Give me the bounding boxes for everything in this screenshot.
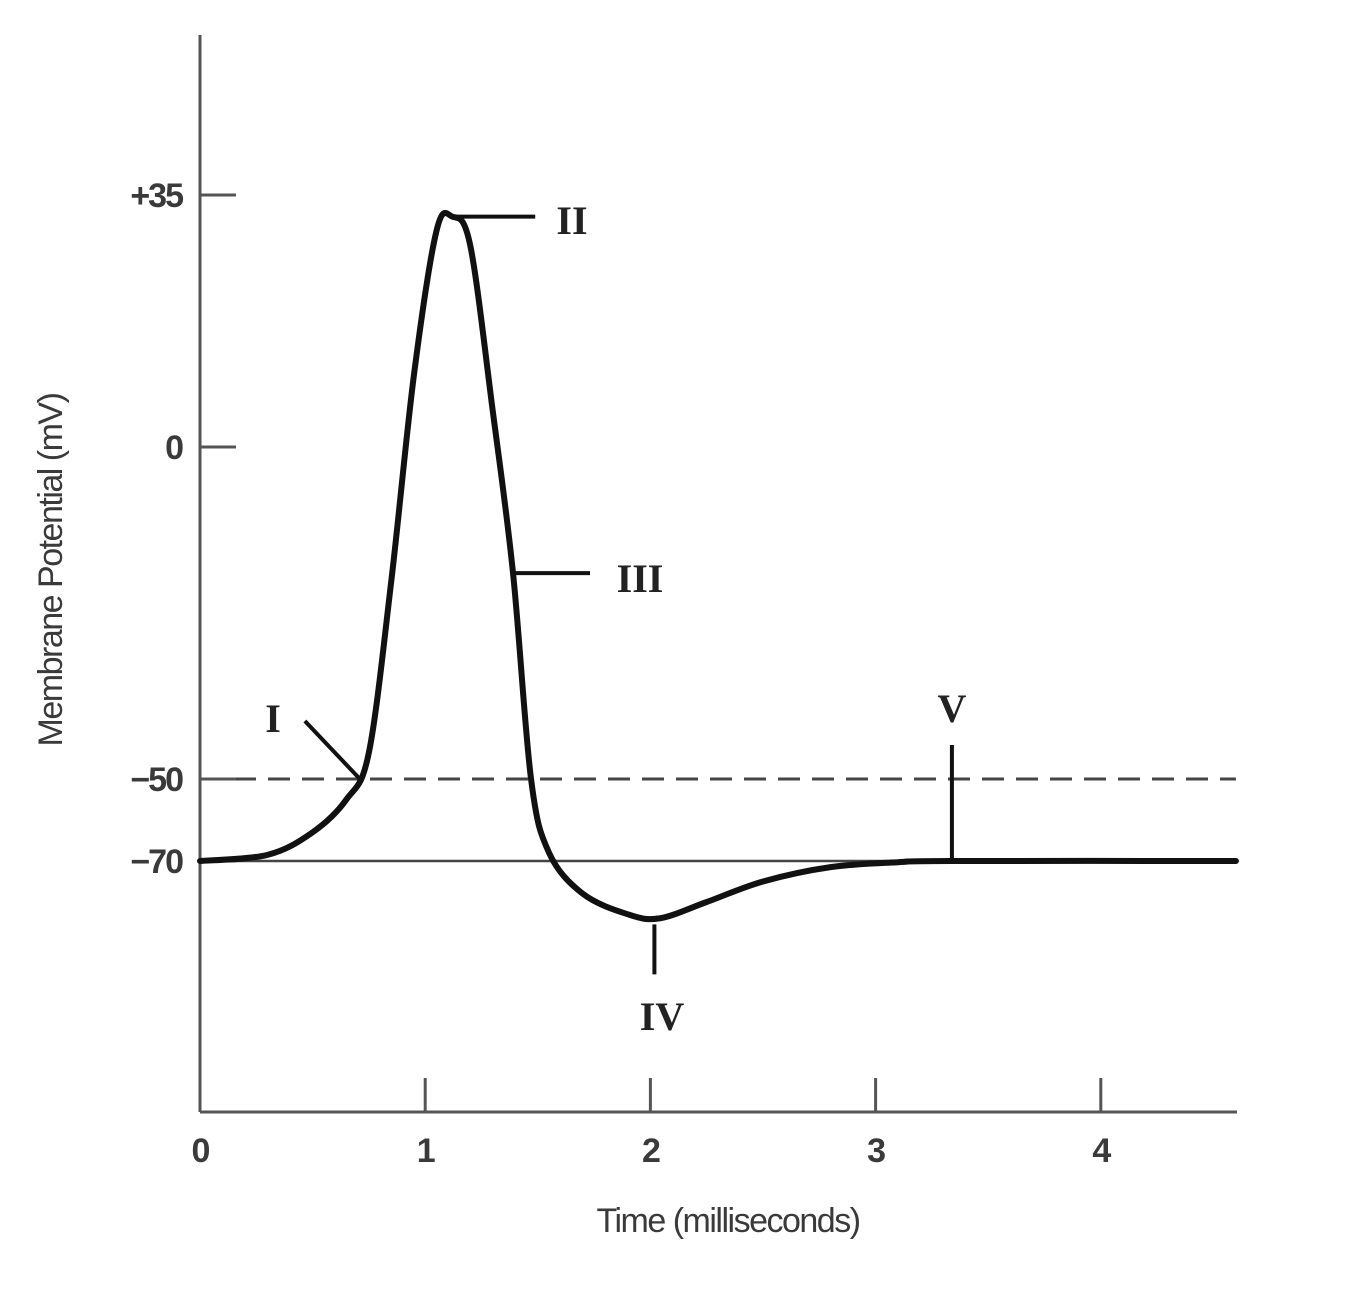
- action-potential-curve: [197, 209, 1239, 923]
- y-tick-label: −70: [130, 843, 183, 881]
- x-tick-label: 2: [642, 1132, 660, 1170]
- y-tick-label: −50: [130, 761, 183, 799]
- annotation-label-II: II: [556, 198, 587, 243]
- x-tick-label: 4: [1092, 1132, 1111, 1170]
- annotation-label-III: III: [617, 556, 664, 601]
- annotation-label-I: I: [265, 696, 281, 741]
- annotation-label-V: V: [938, 686, 967, 731]
- x-tick-label: 3: [867, 1132, 885, 1170]
- y-axis-label: Membrane Potential (mV): [32, 393, 70, 746]
- annotation-label-IV: IV: [640, 994, 685, 1039]
- x-tick-label: 0: [192, 1132, 210, 1170]
- x-tick-label: 1: [417, 1132, 435, 1170]
- y-tick-label: +35: [130, 177, 183, 215]
- annotation-leader-I: [303, 719, 362, 781]
- y-tick-label: 0: [165, 429, 183, 467]
- x-axis-label: Time (milliseconds): [596, 1202, 859, 1240]
